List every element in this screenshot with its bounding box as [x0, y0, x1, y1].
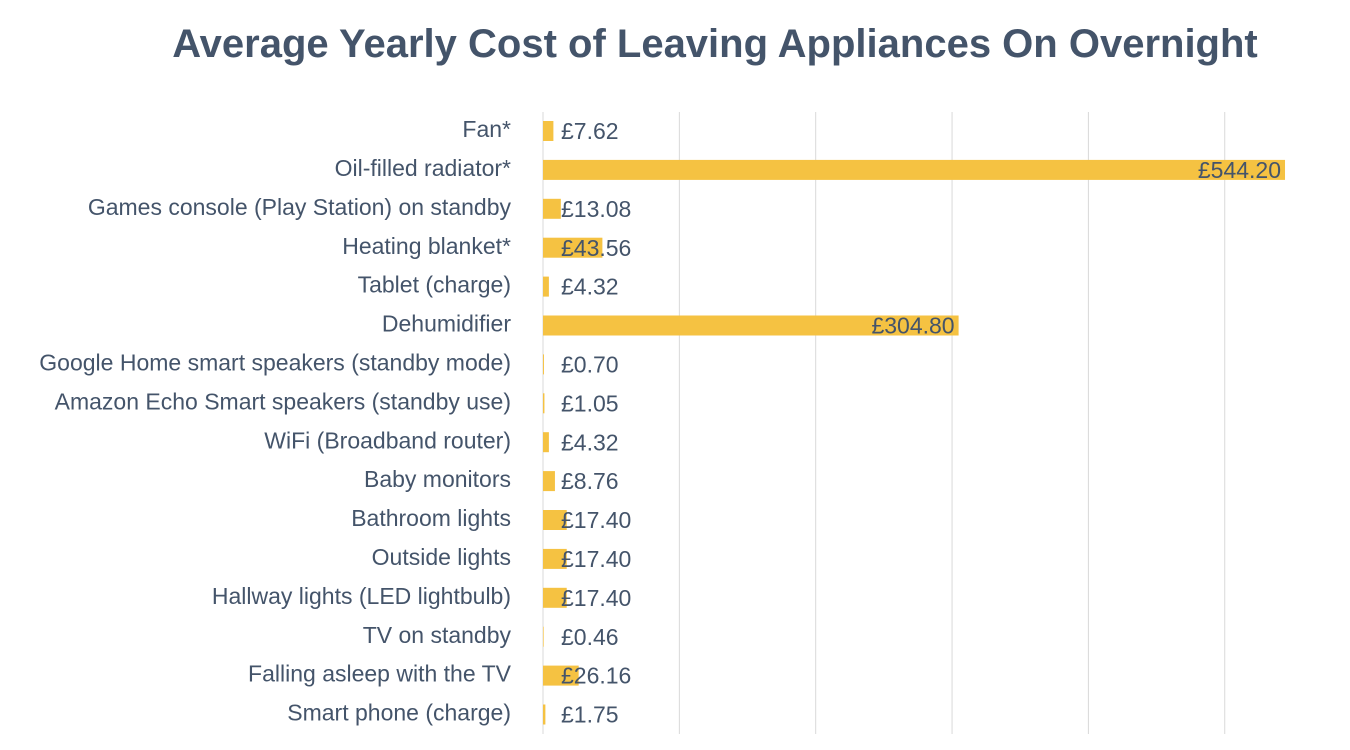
bar-fan: [543, 121, 554, 141]
gridlines: [542, 112, 1226, 734]
bar-tv-on-standby: [543, 626, 544, 647]
bar-amazon-echo-smart-speakers-standby-use: [543, 393, 545, 414]
category-label-games-console-play-station-on-standby: Games console (Play Station) on standby: [88, 194, 512, 220]
data-label-google-home-smart-speakers-standby-mode: £0.70: [561, 351, 619, 377]
bar-smart-phone-charge: [543, 704, 546, 725]
bar-falling-asleep-with-the-tv: [543, 665, 579, 686]
data-label-fan: £7.62: [561, 118, 619, 144]
category-label-tv-on-standby: TV on standby: [363, 622, 512, 648]
category-label-hallway-lights-led-lightbulb: Hallway lights (LED lightbulb): [212, 583, 511, 609]
data-label-baby-monitors: £8.76: [561, 468, 619, 494]
bar-hallway-lights-led-lightbulb: [543, 587, 567, 608]
bar-google-home-smart-speakers-standby-mode: [543, 354, 544, 375]
category-label-google-home-smart-speakers-standby-mode: Google Home smart speakers (standby mode…: [39, 349, 511, 375]
data-label-dehumidifier: £304.80: [871, 313, 954, 339]
data-labels: £7.62 £544.20 £13.08 £43.56 £4.32 £304.80 £0.7…: [561, 118, 1281, 728]
data-label-wifi-broadband-router: £4.32: [561, 429, 619, 455]
bar-heating-blanket: [543, 237, 603, 258]
data-label-tablet-charge: £4.32: [561, 274, 619, 300]
bar-bathroom-lights: [543, 510, 567, 530]
data-label-outside-lights: £17.40: [561, 546, 631, 572]
bar-games-console-play-station-on-standby: [543, 198, 561, 219]
data-label-heating-blanket: £43.56: [561, 235, 631, 261]
data-label-smart-phone-charge: £1.75: [561, 702, 619, 728]
bars: [543, 121, 1286, 725]
data-label-hallway-lights-led-lightbulb: £17.40: [561, 585, 631, 611]
data-label-games-console-play-station-on-standby: £13.08: [561, 196, 631, 222]
category-label-tablet-charge: Tablet (charge): [358, 272, 511, 298]
category-label-bathroom-lights: Bathroom lights: [351, 505, 511, 531]
category-label-wifi-broadband-router: WiFi (Broadband router): [264, 427, 511, 453]
category-label-outside-lights: Outside lights: [372, 544, 511, 570]
bar-tablet-charge: [543, 276, 549, 297]
category-label-amazon-echo-smart-speakers-standby-use: Amazon Echo Smart speakers (standby use): [55, 388, 511, 414]
category-labels: Fan* Oil-filled radiator* Games console (P…: [39, 116, 511, 726]
bar-wifi-broadband-router: [543, 432, 549, 453]
data-label-tv-on-standby: £0.46: [561, 624, 619, 650]
data-label-oil-filled-radiator: £544.20: [1198, 157, 1281, 183]
bar-dehumidifier: [543, 315, 959, 336]
data-label-bathroom-lights: £17.40: [561, 507, 631, 533]
category-label-falling-asleep-with-the-tv: Falling asleep with the TV: [248, 661, 512, 687]
bar-baby-monitors: [543, 471, 555, 492]
category-label-heating-blanket: Heating blanket*: [342, 233, 511, 259]
category-label-fan: Fan*: [462, 116, 511, 142]
bar-outside-lights: [543, 548, 567, 569]
category-label-baby-monitors: Baby monitors: [364, 466, 511, 492]
category-label-dehumidifier: Dehumidifier: [382, 311, 511, 337]
chart-title: Average Yearly Cost of Leaving Appliance…: [172, 22, 1258, 66]
bar-oil-filled-radiator: [543, 159, 1286, 180]
data-label-falling-asleep-with-the-tv: £26.16: [561, 663, 631, 689]
data-label-amazon-echo-smart-speakers-standby-use: £1.05: [561, 390, 619, 416]
category-label-smart-phone-charge: Smart phone (charge): [287, 700, 511, 726]
category-label-oil-filled-radiator: Oil-filled radiator*: [335, 155, 511, 181]
